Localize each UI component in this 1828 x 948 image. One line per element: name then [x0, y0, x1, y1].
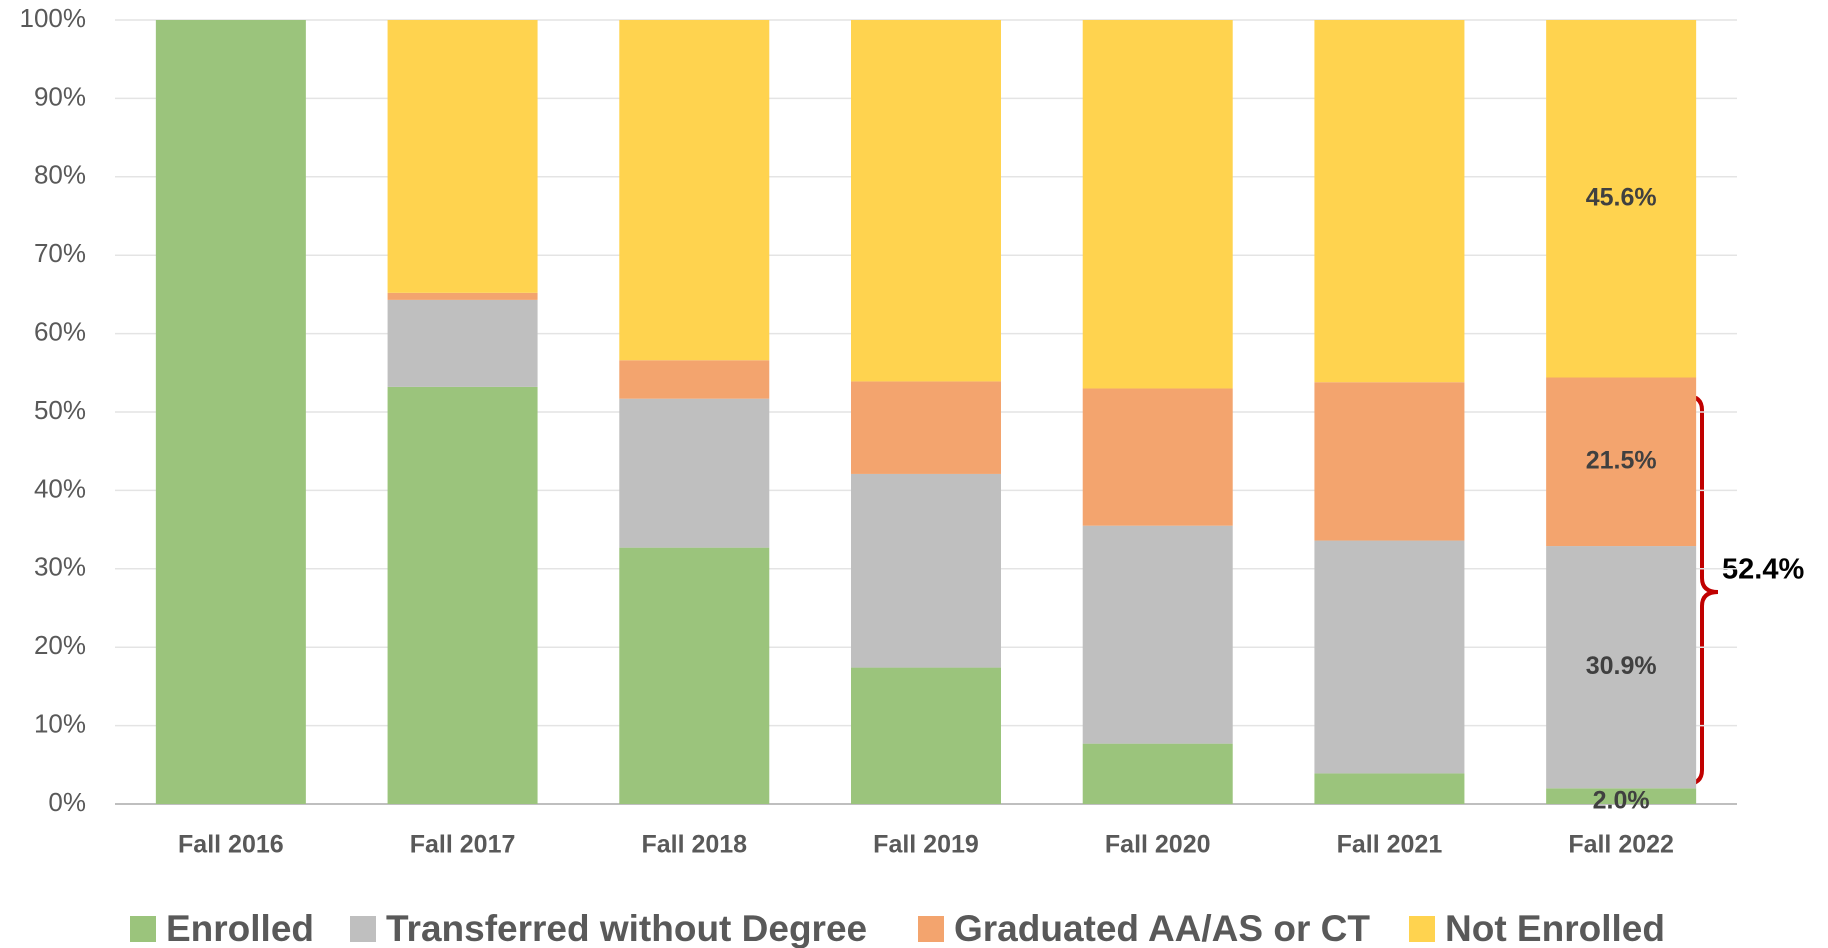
y-tick-label: 20% — [34, 630, 86, 660]
y-tick-label: 90% — [34, 81, 86, 111]
bar-segment — [155, 20, 306, 804]
y-tick-label: 50% — [34, 395, 86, 425]
legend-label: Enrolled — [166, 908, 314, 948]
legend-label: Transferred without Degree — [386, 908, 867, 948]
legend-label: Graduated AA/AS or CT — [954, 908, 1370, 948]
bar-segment — [1082, 525, 1233, 744]
y-tick-label: 10% — [34, 708, 86, 738]
legend-swatch — [350, 916, 376, 942]
bar-segment — [1546, 377, 1697, 547]
bracket — [1685, 394, 1719, 786]
data-label: 2.0% — [1593, 787, 1650, 815]
bar-segment — [1314, 773, 1465, 804]
bar-segment — [387, 20, 538, 293]
x-tick-label: Fall 2016 — [178, 831, 284, 859]
bar-segment — [1314, 540, 1465, 774]
legend-swatch — [1409, 916, 1435, 942]
x-tick-label: Fall 2019 — [873, 831, 979, 859]
y-tick-label: 0% — [48, 787, 86, 817]
bar-segment — [1546, 20, 1697, 378]
data-label: 30.9% — [1586, 652, 1657, 680]
data-label: 21.5% — [1586, 446, 1657, 474]
bar-segment — [619, 360, 770, 399]
y-tick-label: 70% — [34, 238, 86, 268]
data-label: 45.6% — [1586, 183, 1657, 211]
legend-swatch — [130, 916, 156, 942]
y-tick-label: 60% — [34, 316, 86, 346]
bar-segment — [619, 398, 770, 548]
bar-segment — [619, 20, 770, 361]
bar-segment — [1314, 20, 1465, 383]
y-tick-label: 100% — [20, 3, 87, 33]
x-tick-label: Fall 2018 — [641, 831, 747, 859]
bar-segment — [619, 547, 770, 804]
legend-label: Not Enrolled — [1445, 908, 1665, 948]
bar-segment — [1082, 743, 1233, 804]
bar-segment — [1546, 546, 1697, 789]
x-tick-label: Fall 2021 — [1337, 831, 1443, 859]
y-tick-label: 80% — [34, 160, 86, 190]
bar-segment — [851, 20, 1001, 382]
annotation: 52.4% — [1722, 554, 1804, 586]
bar-segment — [851, 667, 1001, 804]
legend-swatch — [918, 916, 944, 942]
bar-segment — [387, 299, 538, 387]
x-tick-label: Fall 2022 — [1568, 831, 1674, 859]
y-tick-label: 40% — [34, 473, 86, 503]
y-tick-label: 30% — [34, 552, 86, 582]
bar-segment — [1546, 788, 1697, 804]
bar-segment — [1082, 388, 1233, 526]
x-tick-label: Fall 2017 — [410, 831, 516, 859]
bar-segment — [851, 381, 1001, 474]
bar-segment — [1082, 20, 1233, 389]
bar-segment — [851, 473, 1001, 668]
bar-segment — [387, 292, 538, 300]
x-tick-label: Fall 2020 — [1105, 831, 1211, 859]
bar-segment — [387, 386, 538, 804]
bar-segment — [1314, 382, 1465, 541]
